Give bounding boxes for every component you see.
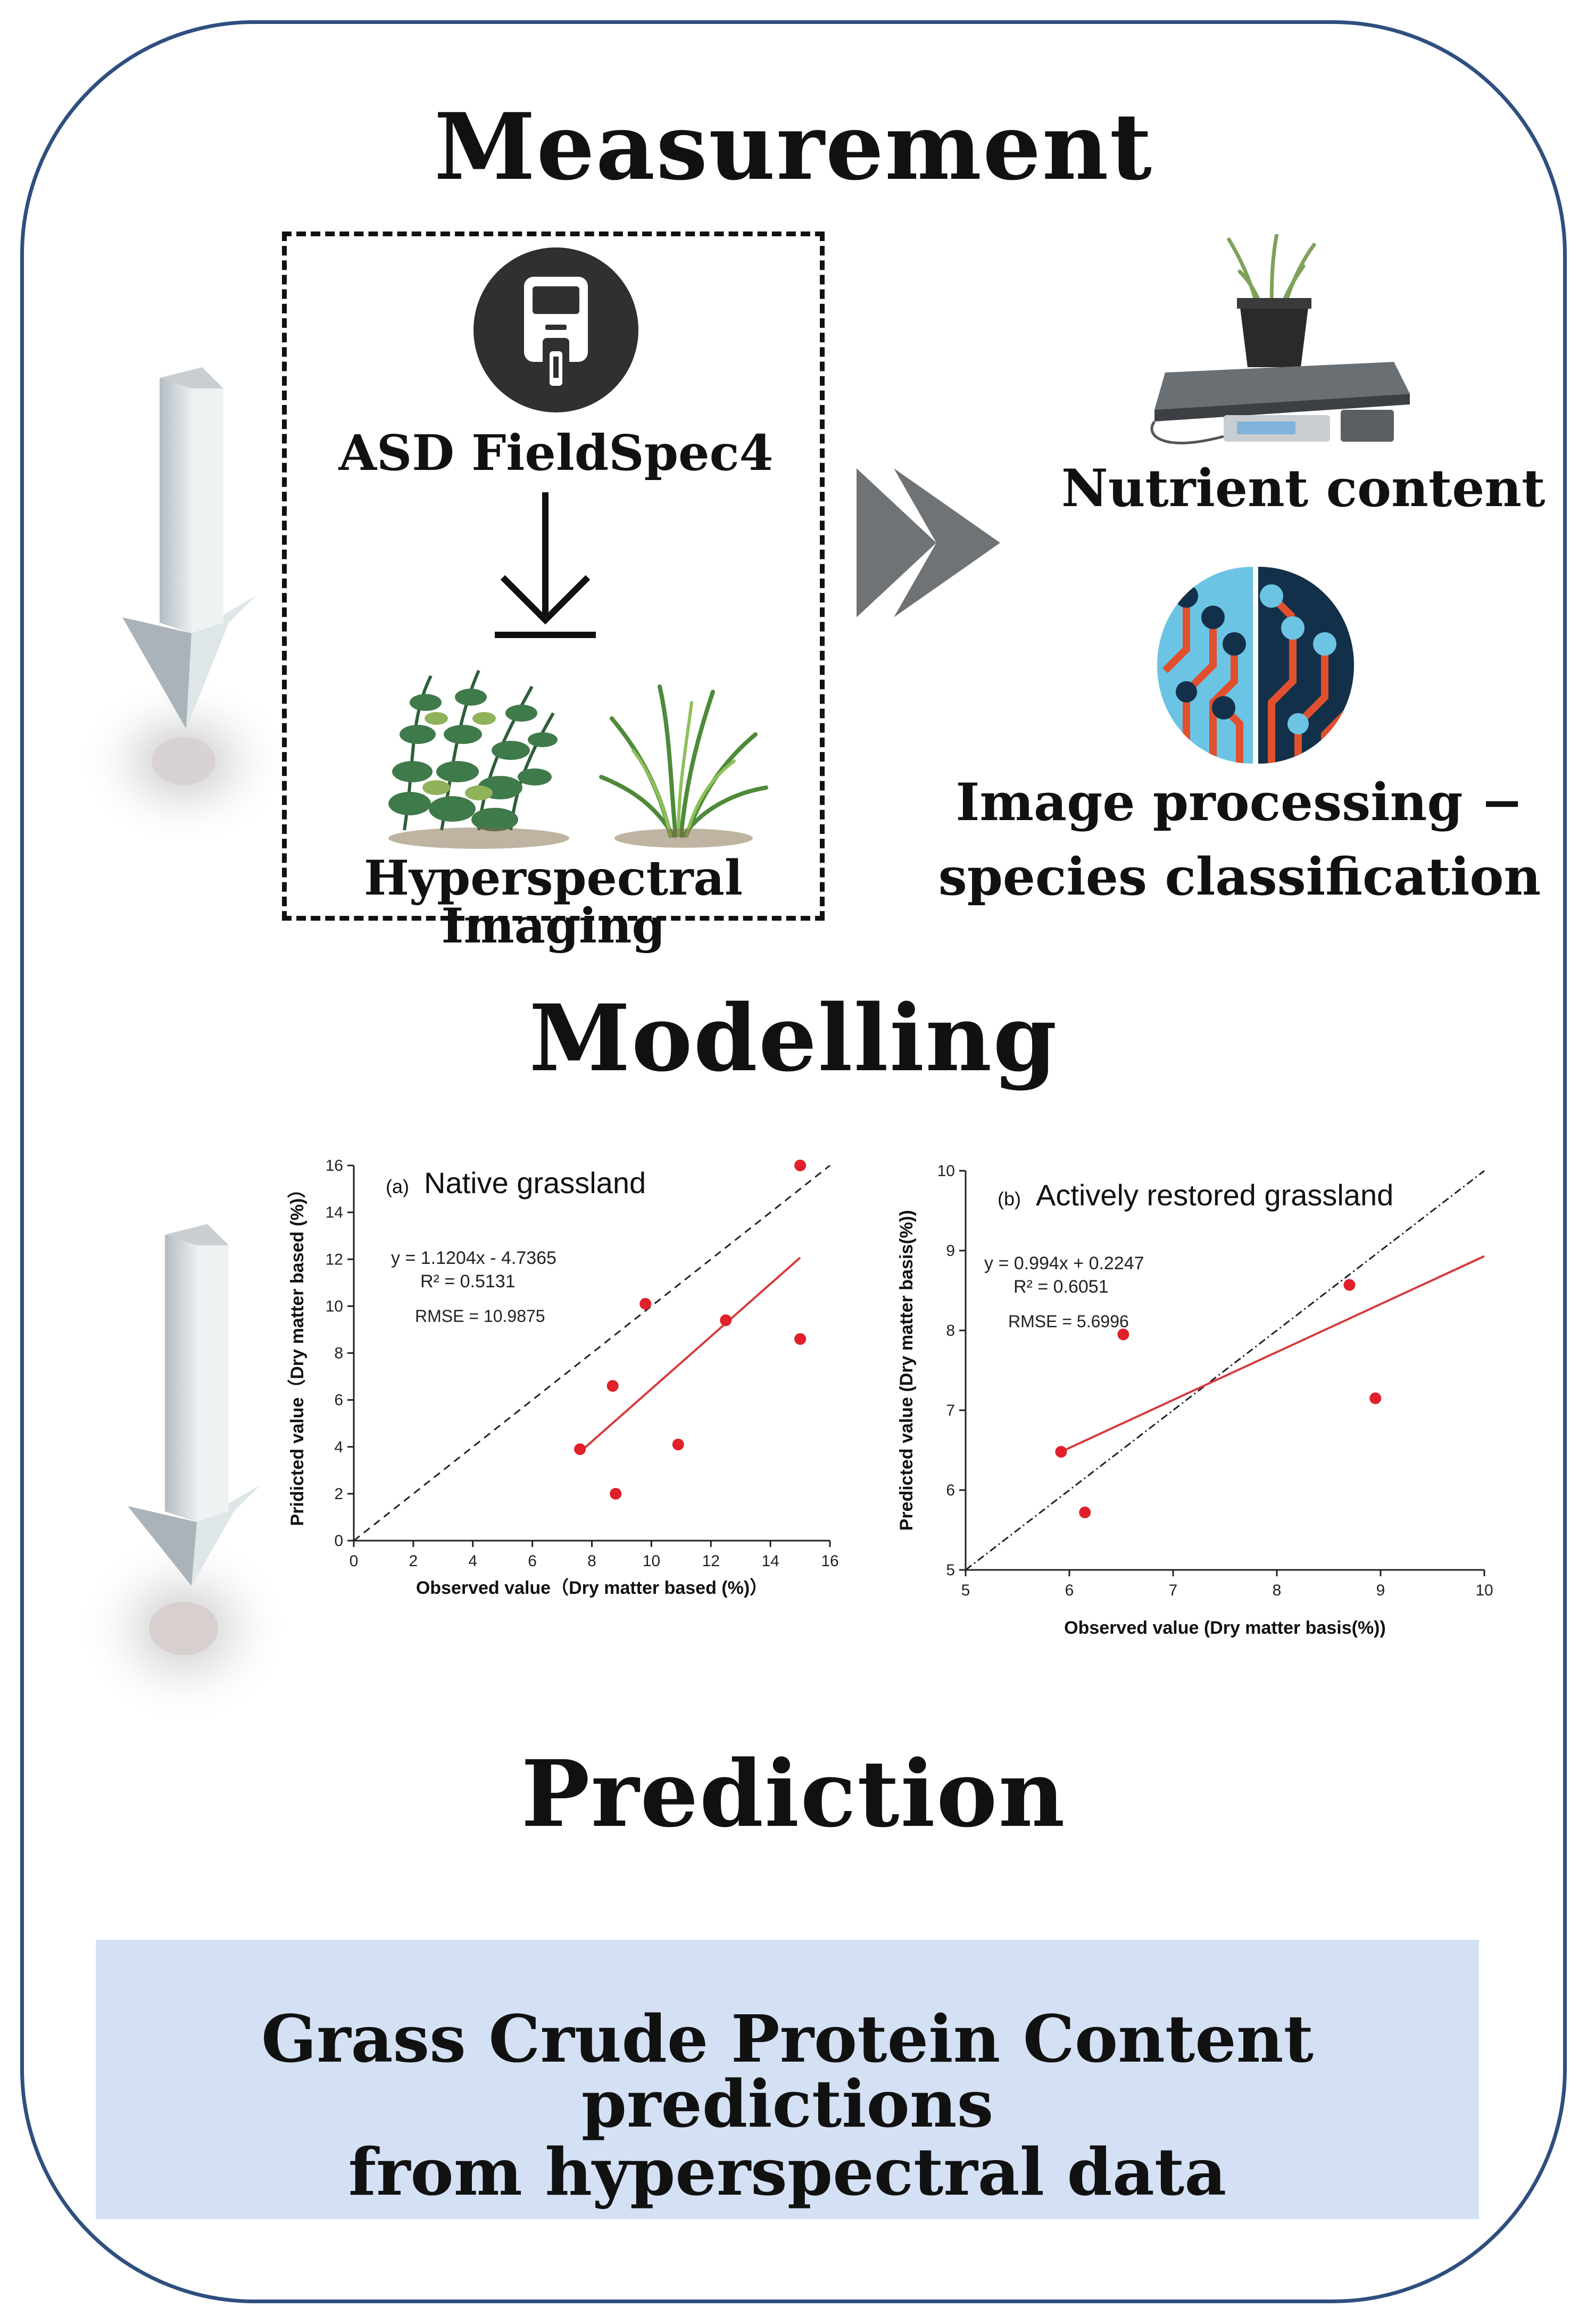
chart-restored-grassland: 5 6 7 8 9 10 5 6 7 8 9 10 (b) Actively restored grass… bbox=[894, 1144, 1506, 1671]
image-processing-label-2: species classification bbox=[938, 847, 1541, 907]
data-point bbox=[606, 1380, 619, 1392]
equation-label: y = 0.994x + 0.2247 bbox=[984, 1253, 1144, 1273]
x-tick-label: 6 bbox=[1065, 1582, 1074, 1599]
conclusion-line-2: from hyperspectral data bbox=[348, 2133, 1227, 2210]
x-tick-label: 12 bbox=[702, 1552, 720, 1570]
chart-native-grassland: 0 2 4 6 8 10 12 14 16 0 2 4 6 8 10 12 14 16 (a) Native gras… bbox=[282, 1144, 867, 1650]
data-point bbox=[794, 1160, 807, 1171]
y-tick-label: 4 bbox=[334, 1438, 343, 1456]
x-tick-label: 9 bbox=[1376, 1582, 1385, 1599]
data-point bbox=[1055, 1446, 1067, 1458]
y-axis-title: Pridicted value（Dry matter based (%)） bbox=[287, 1180, 308, 1526]
image-processing-label-1: Image processing − bbox=[955, 772, 1524, 832]
panel-label: (b) bbox=[998, 1188, 1021, 1210]
scale-balance-icon bbox=[1150, 234, 1410, 444]
device-label: ASD FieldSpec4 bbox=[338, 424, 774, 482]
y-tick-label: 0 bbox=[334, 1532, 343, 1550]
data-point bbox=[1343, 1279, 1356, 1291]
y-tick-label: 2 bbox=[334, 1485, 343, 1503]
identity-line bbox=[965, 1170, 1485, 1571]
regression-line bbox=[579, 1256, 801, 1453]
heading-prediction: Prediction bbox=[521, 1740, 1066, 1848]
data-point bbox=[794, 1333, 807, 1345]
x-tick-label: 6 bbox=[528, 1552, 537, 1570]
data-point bbox=[720, 1314, 732, 1326]
down-arrow-icon-2 bbox=[77, 1224, 290, 1724]
y-tick-label: 10 bbox=[326, 1297, 343, 1315]
heading-measurement: Measurement bbox=[434, 93, 1153, 201]
data-point bbox=[639, 1297, 652, 1310]
chart-title-group: (b) Actively restored grassland bbox=[998, 1178, 1393, 1212]
regression-line bbox=[1060, 1255, 1485, 1453]
r2-label: R² = 0.5131 bbox=[420, 1271, 516, 1292]
chart-title: Native grassland bbox=[424, 1166, 646, 1200]
down-arrow-icon bbox=[77, 367, 287, 846]
identity-line bbox=[353, 1164, 830, 1542]
y-tick-label: 7 bbox=[946, 1402, 955, 1419]
chart-title: Actively restored grassland bbox=[1036, 1178, 1393, 1212]
chart-title-group: (a) Native grassland bbox=[386, 1166, 646, 1200]
rmse-label: RMSE = 10.9875 bbox=[415, 1306, 545, 1326]
data-point bbox=[1117, 1328, 1129, 1341]
data-point bbox=[574, 1443, 586, 1455]
x-tick-label: 2 bbox=[409, 1552, 418, 1570]
x-tick-label: 8 bbox=[587, 1552, 596, 1570]
y-tick-label: 10 bbox=[937, 1162, 955, 1180]
chart-a-svg: 0 2 4 6 8 10 12 14 16 0 2 4 6 8 10 12 14 16 (a) Native gras… bbox=[287, 1157, 839, 1598]
measurement-dashed-box bbox=[282, 231, 825, 921]
conclusion-line-1: Grass Crude Protein Content predictions bbox=[261, 2000, 1314, 2142]
y-tick-label: 8 bbox=[334, 1345, 343, 1362]
data-point bbox=[672, 1438, 684, 1451]
x-tick-label: 16 bbox=[821, 1552, 838, 1570]
y-tick-label: 6 bbox=[334, 1392, 343, 1409]
x-tick-label: 0 bbox=[350, 1552, 359, 1570]
y-tick-label: 16 bbox=[326, 1157, 343, 1175]
y-tick-label: 12 bbox=[326, 1251, 343, 1268]
y-tick-label: 9 bbox=[946, 1242, 955, 1260]
x-tick-label: 5 bbox=[961, 1582, 970, 1599]
r2-label: R² = 0.6051 bbox=[1013, 1277, 1109, 1297]
x-tick-label: 10 bbox=[643, 1552, 660, 1570]
down-arrow-small-icon bbox=[495, 492, 596, 638]
x-tick-label: 4 bbox=[468, 1552, 477, 1570]
data-point bbox=[1369, 1392, 1382, 1404]
y-tick-label: 14 bbox=[326, 1204, 343, 1221]
chart-b-svg: 5 6 7 8 9 10 5 6 7 8 9 10 (b) Actively restored grass… bbox=[896, 1162, 1493, 1638]
spectrometer-icon bbox=[473, 247, 638, 412]
y-tick-label: 6 bbox=[946, 1482, 955, 1499]
conclusion-box bbox=[96, 1940, 1479, 2219]
double-chevron-right-icon bbox=[857, 468, 1000, 617]
equation-label: y = 1.1204x - 4.7365 bbox=[391, 1248, 556, 1268]
panel-label: (a) bbox=[386, 1176, 409, 1197]
brain-circuit-icon bbox=[1157, 567, 1354, 764]
x-tick-label: 14 bbox=[761, 1552, 779, 1570]
y-axis-title: Predicted value (Dry matter basis(%)) bbox=[896, 1210, 917, 1531]
imaging-label: Hyperspectral Imaging bbox=[363, 850, 743, 954]
y-tick-label: 5 bbox=[946, 1561, 955, 1579]
x-tick-label: 7 bbox=[1169, 1582, 1178, 1599]
x-tick-label: 8 bbox=[1273, 1582, 1282, 1599]
data-point bbox=[610, 1487, 622, 1500]
heading-modelling: Modelling bbox=[529, 984, 1058, 1092]
data-point bbox=[1079, 1507, 1091, 1518]
x-axis-title: Observed value (Dry matter basis(%)) bbox=[1064, 1618, 1386, 1638]
y-tick-label: 8 bbox=[946, 1322, 955, 1339]
plants-icon bbox=[388, 669, 768, 849]
x-axis-title: Observed value（Dry matter based (%)） bbox=[416, 1577, 768, 1598]
nutrient-label: Nutrient content bbox=[1061, 458, 1546, 518]
rmse-label: RMSE = 5.6996 bbox=[1008, 1312, 1129, 1331]
x-tick-label: 10 bbox=[1475, 1582, 1493, 1599]
